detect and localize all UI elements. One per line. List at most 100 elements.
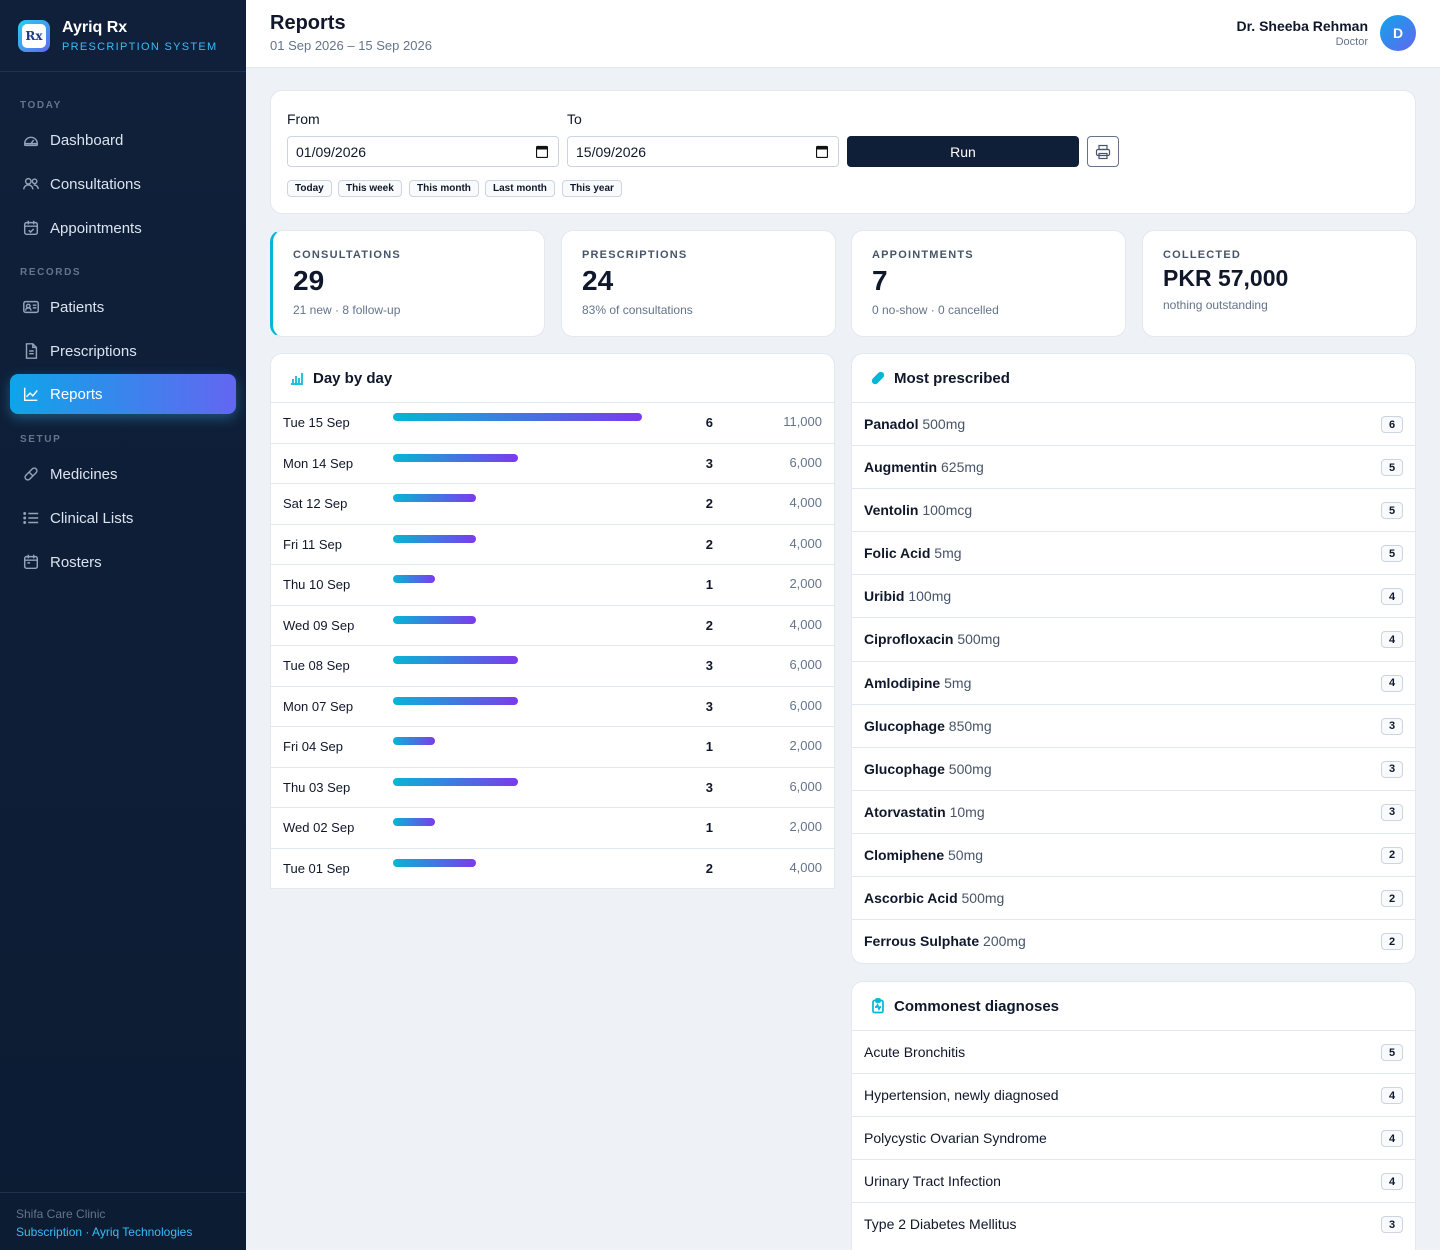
count-badge: 5 [1381,459,1403,477]
count-badge: 3 [1381,717,1403,735]
nav-clinical-lists[interactable]: Clinical Lists [10,498,236,538]
row-amount: 4,000 [789,495,822,510]
nav-medicines[interactable]: Medicines [10,454,236,494]
pill-icon [871,371,885,385]
nav-label: Dashboard [50,131,124,149]
nav-consultations[interactable]: Consultations [10,164,236,204]
table-row: Sat 12 Sep 2 4,000 [271,484,834,525]
nav-prescriptions[interactable]: Prescriptions [10,331,236,371]
sidebar: Rx Ayriq Rx PRESCRIPTION SYSTEM TODAY Da… [0,0,246,1250]
count-badge: 4 [1381,631,1403,649]
dashboard-icon [23,136,39,147]
brand[interactable]: Rx Ayriq Rx PRESCRIPTION SYSTEM [0,0,246,72]
row-date: Tue 15 Sep [283,415,350,430]
stat-consultations: CONSULTATIONS 29 21 new · 8 follow-up [270,230,545,337]
diagnosis-name: Urinary Tract Infection [864,1173,1001,1190]
diagnosis-name: Type 2 Diabetes Mellitus [864,1216,1017,1233]
list-item: Ventolin 100mcg 5 [852,489,1415,533]
stat-value: 29 [293,265,325,296]
row-amount: 2,000 [789,738,822,753]
medicine-dose: 625mg [941,459,984,476]
count-bar [393,737,435,745]
row-date: Tue 08 Sep [283,658,350,673]
stat-sub: 21 new · 8 follow-up [293,303,401,317]
list-item: Glucophage 500mg 3 [852,748,1415,791]
nav-label: Reports [50,385,103,403]
nav-dashboard[interactable]: Dashboard [10,120,236,160]
count-badge: 6 [1381,416,1403,433]
list-item: Ferrous Sulphate 200mg 2 [852,920,1415,963]
section-records: RECORDS [20,267,82,278]
nav-rosters[interactable]: Rosters [10,542,236,582]
table-row: Thu 03 Sep 3 6,000 [271,768,834,808]
medicine-label: Ciprofloxacin 500mg [864,631,1000,647]
medicine-name: Glucophage [864,717,945,734]
print-button[interactable] [1087,136,1119,167]
count-badge: 5 [1381,1044,1403,1061]
table-row: Tue 01 Sep 2 4,000 [271,849,834,889]
chip-last-month[interactable]: Last month [485,180,555,197]
id-card-icon [23,300,39,314]
nav-label: Consultations [50,175,141,193]
medicine-name: Augmentin [864,459,938,476]
from-label: From [287,111,320,127]
medicine-label: Ascorbic Acid 500mg [864,890,1004,906]
count-badge: 2 [1381,933,1403,951]
brand-subtitle: PRESCRIPTION SYSTEM [62,40,218,53]
user-info[interactable]: Dr. Sheeba Rehman Doctor [1237,18,1369,48]
sidebar-footer: Shifa Care Clinic Subscription · Ayriq T… [0,1192,246,1250]
avatar[interactable]: D [1380,15,1416,51]
row-amount: 2,000 [789,819,822,834]
medicine-name: Ventolin [864,502,919,519]
stat-value: PKR 57,000 [1163,265,1289,291]
list-item: Augmentin 625mg 5 [852,446,1415,490]
medicine-name: Uribid [864,588,905,605]
stat-sub: nothing outstanding [1163,298,1268,312]
chip-today[interactable]: Today [287,180,332,197]
chip-this-month[interactable]: This month [409,180,479,197]
nav-patients[interactable]: Patients [10,287,236,327]
table-row: Tue 08 Sep 3 6,000 [271,646,834,687]
row-count: 6 [705,415,713,430]
row-count: 1 [705,577,713,592]
nav-appointments[interactable]: Appointments [10,208,236,248]
run-button[interactable]: Run [847,136,1079,167]
to-date-input[interactable]: 15/09/2026 [567,136,839,167]
medicine-name: Clomiphene [864,846,945,863]
row-count: 1 [705,820,713,835]
table-row: Thu 10 Sep 1 2,000 [271,565,834,606]
medicine-label: Ventolin 100mcg [864,502,972,518]
chip-this-year[interactable]: This year [562,180,622,197]
nav-label: Clinical Lists [50,509,134,527]
count-bar [393,858,476,867]
nav-reports[interactable]: Reports [10,374,236,414]
daily-rows: Tue 15 Sep 6 11,000 Mon 14 Sep 3 6,000 Sat 12 … [271,403,834,889]
stat-sub: 0 no-show · 0 cancelled [872,303,999,317]
row-count: 3 [705,658,713,673]
calendar-picker-icon[interactable] [536,145,548,158]
nav-label: Prescriptions [50,342,137,360]
bar-chart-icon [291,373,303,385]
row-count: 2 [705,496,713,511]
document-icon [25,343,38,359]
count-badge: 4 [1381,1087,1403,1105]
medicine-dose: 500mg [948,760,992,777]
medicine-name: Ciprofloxacin [864,631,954,648]
row-date: Wed 09 Sep [283,617,355,633]
calendar-picker-icon[interactable] [816,145,828,158]
from-date-input[interactable]: 01/09/2026 [287,136,559,167]
row-date: Thu 10 Sep [283,577,351,592]
count-badge: 5 [1381,545,1403,563]
chip-this-week[interactable]: This week [338,180,402,197]
clinic-name: Shifa Care Clinic [16,1207,106,1221]
nav-label: Patients [50,298,105,316]
list-item: Acute Bronchitis 5 [852,1031,1415,1075]
list-item: Clomiphene 50mg 2 [852,834,1415,878]
row-count: 3 [705,698,713,714]
row-amount: 6,000 [789,657,822,672]
footer-links[interactable]: Subscription · Ayriq Technologies [16,1225,193,1239]
list-item: Panadol 500mg 6 [852,403,1415,447]
logo-mark: Rx [22,23,46,48]
list-item: Uribid 100mg 4 [852,575,1415,619]
diagnosis-name: Polycystic Ovarian Syndrome [864,1130,1047,1147]
